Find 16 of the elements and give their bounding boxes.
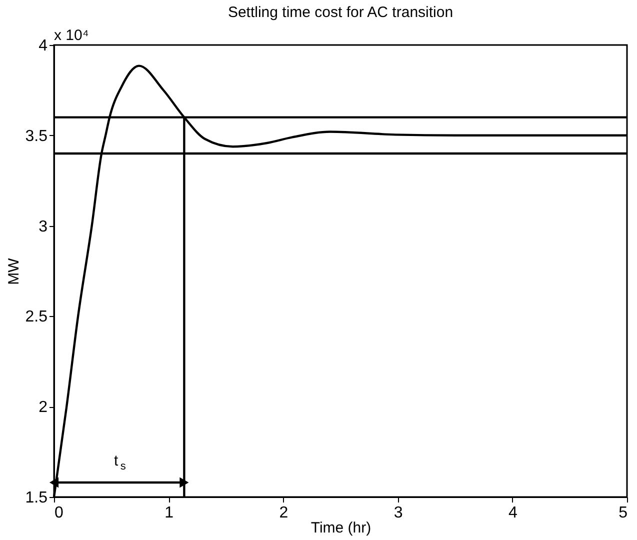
x-tick-label: 5: [618, 504, 628, 522]
y-tick-label: 4: [38, 38, 48, 54]
text: x 10⁴: [54, 27, 89, 44]
y-axis-title: MW: [5, 257, 22, 285]
x-tick-label: 4: [508, 504, 518, 522]
x-tick-label: 1: [164, 504, 174, 522]
y-tick-label: 3.5: [25, 128, 48, 145]
y-tick-label: 2.5: [25, 308, 48, 326]
y-tick-label: 1.5: [25, 490, 48, 506]
y-tick-label: 2: [38, 399, 48, 416]
chart-title: Settling time cost for AC transition: [228, 4, 454, 21]
x-tick-label: 2: [279, 504, 288, 522]
x-axis-title: Time (hr): [310, 520, 372, 536]
x-tick-label: 0: [54, 504, 64, 522]
x-tick-label: 3: [394, 504, 403, 522]
y-tick-label: 3: [38, 218, 48, 236]
